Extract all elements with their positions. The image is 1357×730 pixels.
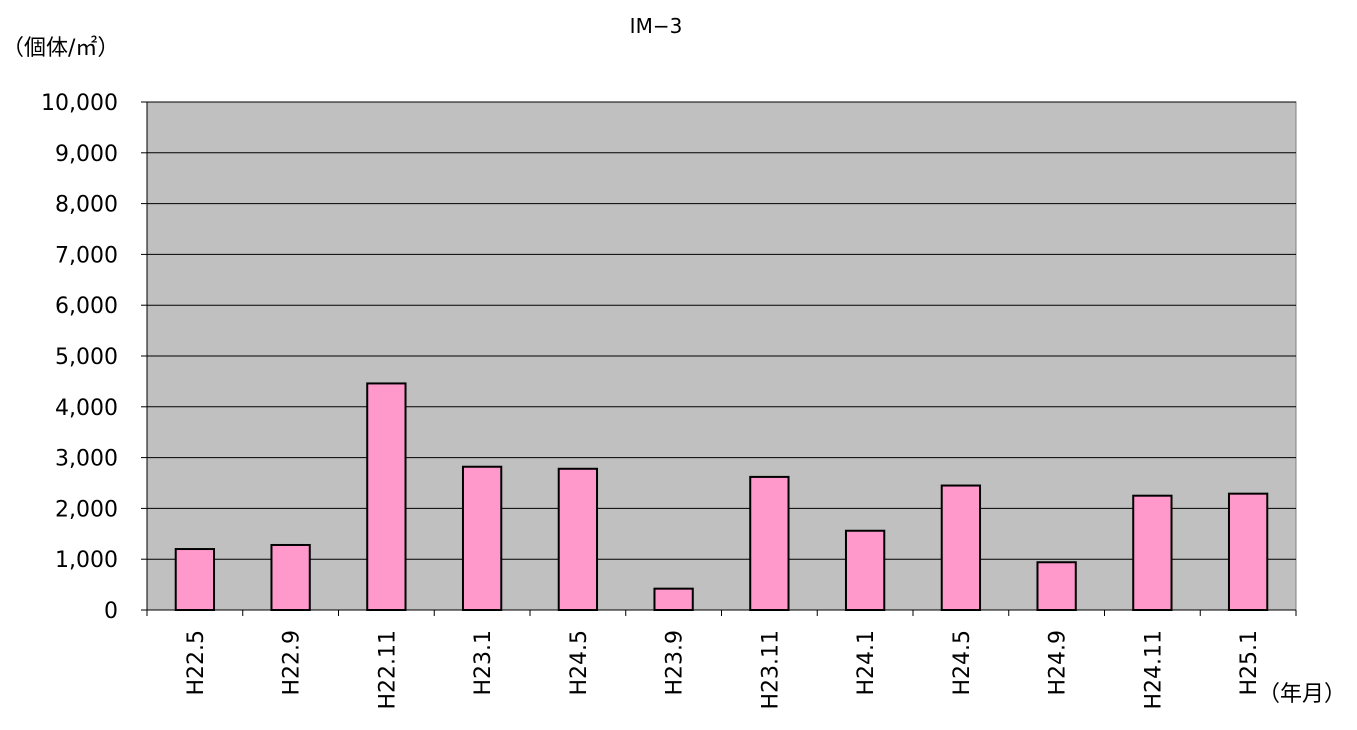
- y-tick-label: 9,000: [55, 142, 118, 167]
- y-tick-label: 6,000: [55, 294, 118, 319]
- gridlines: [147, 101, 1296, 560]
- y-axis-label: （個体/㎡）: [2, 35, 119, 61]
- y-tick-label: 2,000: [55, 497, 118, 522]
- axes: [141, 101, 1297, 616]
- x-tick-label: H23.11: [758, 630, 783, 710]
- bar: [174, 548, 216, 611]
- bar: [1036, 561, 1077, 611]
- y-tick-label: 0: [104, 599, 118, 624]
- bar: [557, 467, 599, 611]
- x-axis-label: （年月）: [1258, 682, 1346, 707]
- bar: [461, 465, 503, 611]
- y-tick-label: 8,000: [55, 193, 118, 218]
- y-tick-label: 4,000: [55, 396, 118, 421]
- bar: [844, 529, 886, 612]
- x-tick-label: H25.1: [1237, 630, 1262, 696]
- x-tick-label: H22.11: [375, 630, 400, 710]
- x-tick-labels: H22.5 H22.9 H22.11 H23.1 H24.5 H23.9 H23.11 H24…: [184, 630, 1262, 710]
- bar: [1227, 492, 1269, 611]
- x-tick-label: H22.5: [184, 630, 209, 696]
- bar: [749, 475, 790, 611]
- x-tick-label: H23.1: [471, 630, 496, 696]
- x-tick-label: H23.9: [663, 630, 688, 696]
- x-tick-label: H24.11: [1141, 630, 1166, 710]
- x-tick-label: H24.9: [1046, 630, 1071, 696]
- bar: [1132, 494, 1173, 612]
- x-tick-label: H24.5: [950, 630, 975, 696]
- chart-title: IM−3: [630, 14, 683, 38]
- bar: [270, 543, 311, 612]
- y-tick-label: 5,000: [55, 345, 118, 370]
- x-tick-label: H24.1: [854, 630, 879, 696]
- x-tick-label: H24.5: [567, 630, 592, 696]
- y-tick-label: 1,000: [55, 548, 118, 573]
- y-tick-label: 7,000: [55, 243, 118, 268]
- bar: [653, 587, 694, 612]
- bar: [940, 484, 982, 612]
- bar: [366, 382, 407, 611]
- y-tick-label: 3,000: [55, 447, 118, 472]
- y-tick-labels: 0 1,000 2,000 3,000 4,000 5,000 6,000 7,000 8,00…: [41, 91, 118, 624]
- x-tick-label: H22.9: [280, 630, 305, 696]
- y-tick-label: 10,000: [41, 91, 118, 116]
